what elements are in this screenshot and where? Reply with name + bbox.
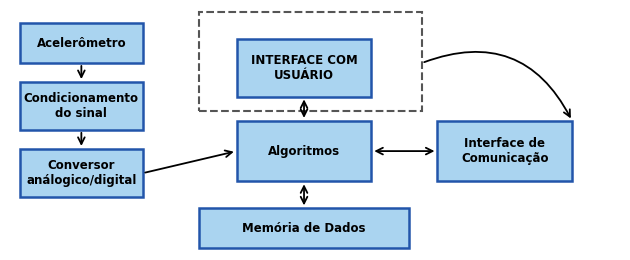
Text: Conversor
análogico/digital: Conversor análogico/digital <box>26 159 137 187</box>
Bar <box>199 209 409 248</box>
Bar <box>20 23 142 63</box>
Text: Condicionamento
do sinal: Condicionamento do sinal <box>24 92 139 120</box>
Text: INTERFACE COM
USUÁRIO: INTERFACE COM USUÁRIO <box>251 54 357 82</box>
Bar <box>237 39 372 96</box>
Text: Interface de
Comunicação: Interface de Comunicação <box>461 137 549 165</box>
Bar <box>20 149 142 197</box>
Bar <box>20 82 142 130</box>
Text: Memória de Dados: Memória de Dados <box>243 222 366 235</box>
Bar <box>437 121 572 181</box>
Text: Algoritmos: Algoritmos <box>268 145 340 158</box>
Bar <box>237 121 372 181</box>
Bar <box>199 12 421 111</box>
Text: Acelerômetro: Acelerômetro <box>37 37 126 50</box>
